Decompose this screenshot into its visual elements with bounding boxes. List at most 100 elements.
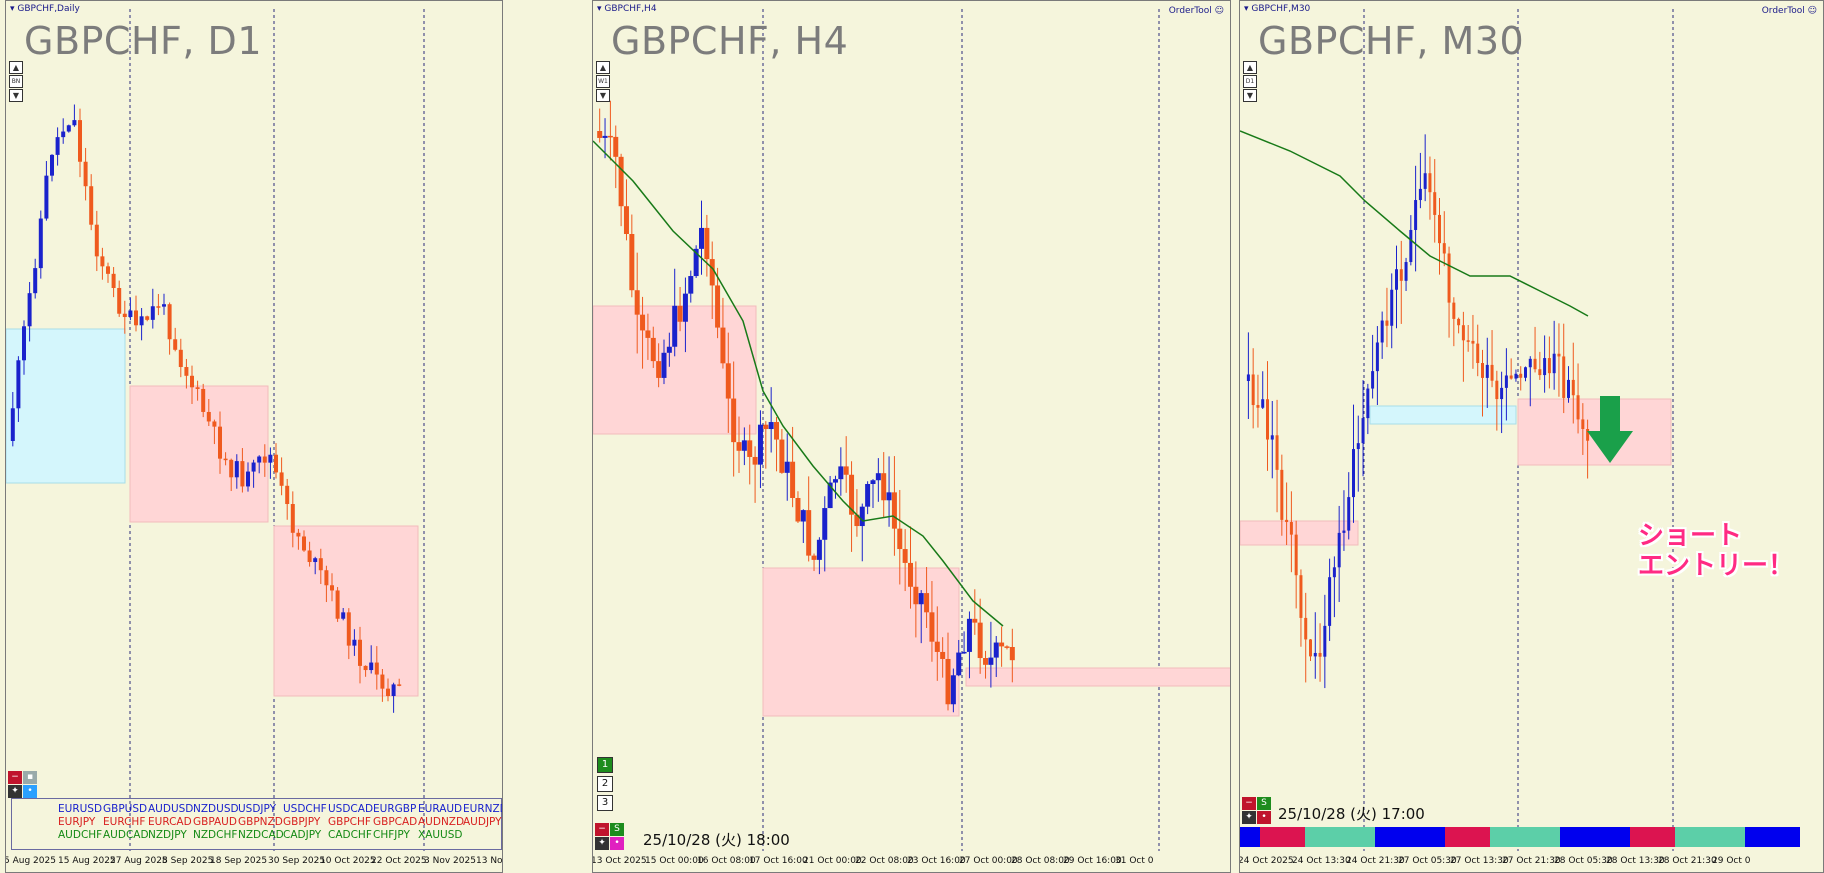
price-chart-h4[interactable] bbox=[593, 1, 1231, 873]
bull-candle bbox=[1328, 577, 1332, 626]
currency-pair-link[interactable]: EURGBP bbox=[373, 803, 417, 815]
bull-candle bbox=[128, 310, 133, 318]
currency-pair-link[interactable]: NZDCHF bbox=[193, 829, 238, 841]
bear-candle bbox=[1509, 375, 1513, 379]
timeframe-label[interactable]: W1 bbox=[596, 75, 610, 88]
currency-pair-link[interactable]: GBPJPY bbox=[283, 816, 321, 828]
minus-icon[interactable]: − bbox=[1242, 797, 1256, 810]
currency-pair-link[interactable]: USDCAD bbox=[328, 803, 374, 815]
currency-pair-link[interactable]: CHFJPY bbox=[373, 829, 410, 841]
price-chart-d1[interactable] bbox=[6, 1, 503, 873]
bull-candle bbox=[800, 510, 806, 522]
hand-icon[interactable]: ✦ bbox=[595, 837, 609, 850]
scroll-down-button[interactable]: ▼ bbox=[9, 89, 23, 102]
number-button-1[interactable]: 1 bbox=[597, 757, 613, 773]
currency-pair-link[interactable]: GBPAUD bbox=[193, 816, 237, 828]
bull-candle bbox=[44, 175, 49, 219]
x-axis-label: 23 Oct 16:00 bbox=[907, 856, 966, 866]
currency-pair-link[interactable]: AUDUSD bbox=[148, 803, 194, 815]
bear-candle bbox=[1280, 469, 1284, 520]
bear-candle bbox=[779, 439, 785, 473]
currency-pair-link[interactable]: AUDJPY bbox=[463, 816, 502, 828]
s-button[interactable]: S bbox=[610, 823, 624, 836]
currency-pair-link[interactable]: GBPNZD bbox=[238, 816, 283, 828]
currency-pair-link[interactable]: NZDCAD bbox=[238, 829, 284, 841]
strength-segment bbox=[1445, 827, 1490, 847]
x-axis-label: 29 Oct 16:00 bbox=[1063, 856, 1122, 866]
window-title: GBPCHF,H4 bbox=[597, 4, 656, 14]
currency-pair-link[interactable]: USDJPY bbox=[238, 803, 277, 815]
currency-pair-link[interactable]: GBPCAD bbox=[373, 816, 418, 828]
chart-window-d1[interactable]: GBPCHF,Daily GBPCHF, D1 ▲ BN ▼ − ▪ ✦ • E… bbox=[5, 0, 503, 873]
bear-candle bbox=[1318, 652, 1322, 657]
chart-window-m30[interactable]: GBPCHF,M30 OrderTool ☺ GBPCHF, M30 ▲ D1 … bbox=[1239, 0, 1824, 873]
bear-candle bbox=[1256, 405, 1260, 408]
scroll-up-button[interactable]: ▲ bbox=[9, 61, 23, 74]
bull-candle bbox=[38, 218, 43, 269]
dot-icon[interactable]: • bbox=[610, 837, 624, 850]
square-icon[interactable]: ▪ bbox=[23, 771, 37, 784]
chart-window-h4[interactable]: GBPCHF,H4 OrderTool ☺ GBPCHF, H4 ▲ W1 ▼ … bbox=[592, 0, 1231, 873]
currency-pair-link[interactable]: EURCHF bbox=[103, 816, 146, 828]
bull-candle bbox=[66, 125, 71, 132]
currency-pair-link[interactable]: EURUSD bbox=[58, 803, 103, 815]
bear-candle bbox=[1289, 522, 1293, 535]
bear-candle bbox=[656, 361, 662, 378]
scroll-up-button[interactable]: ▲ bbox=[596, 61, 610, 74]
currency-pair-link[interactable]: AUDCHF bbox=[58, 829, 103, 841]
bull-candle bbox=[1552, 353, 1556, 374]
bull-candle bbox=[22, 326, 26, 361]
dot-icon[interactable]: • bbox=[1257, 811, 1271, 824]
minus-icon[interactable]: − bbox=[8, 771, 22, 784]
currency-pair-link[interactable]: AUDCAD bbox=[103, 829, 149, 841]
x-axis-label: 10 Oct 2025 bbox=[320, 856, 376, 866]
currency-pair-link[interactable]: XAUUSD bbox=[418, 829, 463, 841]
hand-icon[interactable]: ✦ bbox=[1242, 811, 1256, 824]
bull-candle bbox=[757, 424, 763, 465]
currency-pair-link[interactable]: CADCHF bbox=[328, 829, 372, 841]
scroll-down-button[interactable]: ▼ bbox=[596, 89, 610, 102]
minus-icon[interactable]: − bbox=[595, 823, 609, 836]
bear-candle bbox=[795, 497, 801, 522]
number-button-2[interactable]: 2 bbox=[597, 776, 613, 792]
currency-pair-link[interactable]: AUDNZD bbox=[418, 816, 465, 828]
bear-candle bbox=[89, 186, 94, 225]
bull-candle bbox=[870, 480, 876, 484]
currency-pair-link[interactable]: GBPCHF bbox=[328, 816, 371, 828]
number-button-3[interactable]: 3 bbox=[597, 795, 613, 811]
bear-candle bbox=[704, 227, 710, 260]
bear-candle bbox=[78, 120, 82, 162]
bear-candle bbox=[1495, 380, 1499, 400]
currency-pair-link[interactable]: GBPUSD bbox=[103, 803, 148, 815]
annotation-line-2: エントリー！ bbox=[1638, 551, 1795, 581]
currency-pair-link[interactable]: NZDUSD bbox=[193, 803, 239, 815]
currency-pair-link[interactable]: NZDJPY bbox=[148, 829, 187, 841]
x-axis-label: 15 Oct 00:00 bbox=[645, 856, 704, 866]
bear-candle bbox=[122, 313, 127, 318]
currency-pair-link[interactable]: CADJPY bbox=[283, 829, 322, 841]
bull-candle bbox=[1409, 229, 1413, 263]
resistance-zone bbox=[273, 525, 419, 697]
x-axis-label: 24 Oct 2025 bbox=[1239, 856, 1294, 866]
bear-candle bbox=[645, 330, 651, 338]
x-axis-label: 27 Oct 00:00 bbox=[959, 856, 1018, 866]
hand-icon[interactable]: ✦ bbox=[8, 785, 22, 798]
currency-pair-link[interactable]: EURJPY bbox=[58, 816, 96, 828]
scroll-up-button[interactable]: ▲ bbox=[1243, 61, 1257, 74]
scroll-down-button[interactable]: ▼ bbox=[1243, 89, 1257, 102]
currency-pair-link[interactable]: USDCHF bbox=[283, 803, 327, 815]
timeframe-label[interactable]: D1 bbox=[1243, 75, 1257, 88]
bear-candle bbox=[1471, 340, 1475, 344]
bull-candle bbox=[1356, 443, 1360, 450]
bull-candle bbox=[352, 639, 357, 646]
timeframe-label[interactable]: BN bbox=[9, 75, 23, 88]
bear-candle bbox=[806, 510, 812, 556]
dot-icon[interactable]: • bbox=[23, 785, 37, 798]
x-axis-label: 22 Oct 08:00 bbox=[855, 856, 914, 866]
currency-pair-link[interactable]: EURAUD bbox=[418, 803, 463, 815]
currency-pair-link[interactable]: EURCAD bbox=[148, 816, 192, 828]
currency-pair-link[interactable]: EURNZD bbox=[463, 803, 502, 815]
s-button[interactable]: S bbox=[1257, 797, 1271, 810]
price-chart-m30[interactable] bbox=[1240, 1, 1824, 873]
bull-candle bbox=[33, 268, 38, 294]
